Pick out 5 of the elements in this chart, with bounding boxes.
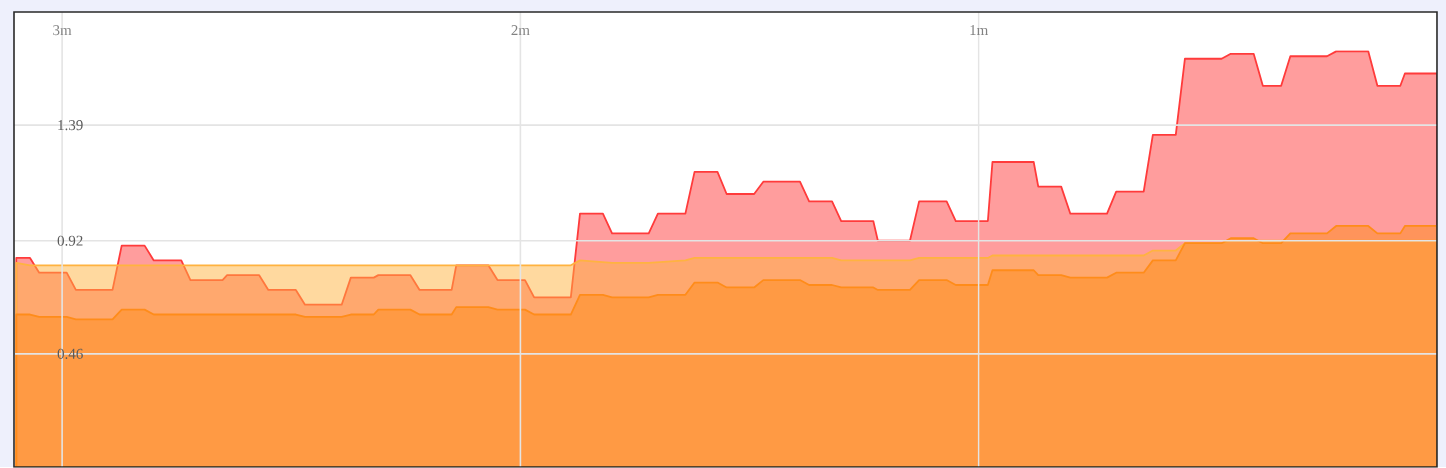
x-tick-label: 3m [53,25,72,36]
y-tick-label: 1.39 [58,120,83,131]
x-tick-label: 2m [511,25,530,36]
x-tick-label: 1m [970,25,989,36]
y-tick-label: 0.92 [57,235,83,246]
